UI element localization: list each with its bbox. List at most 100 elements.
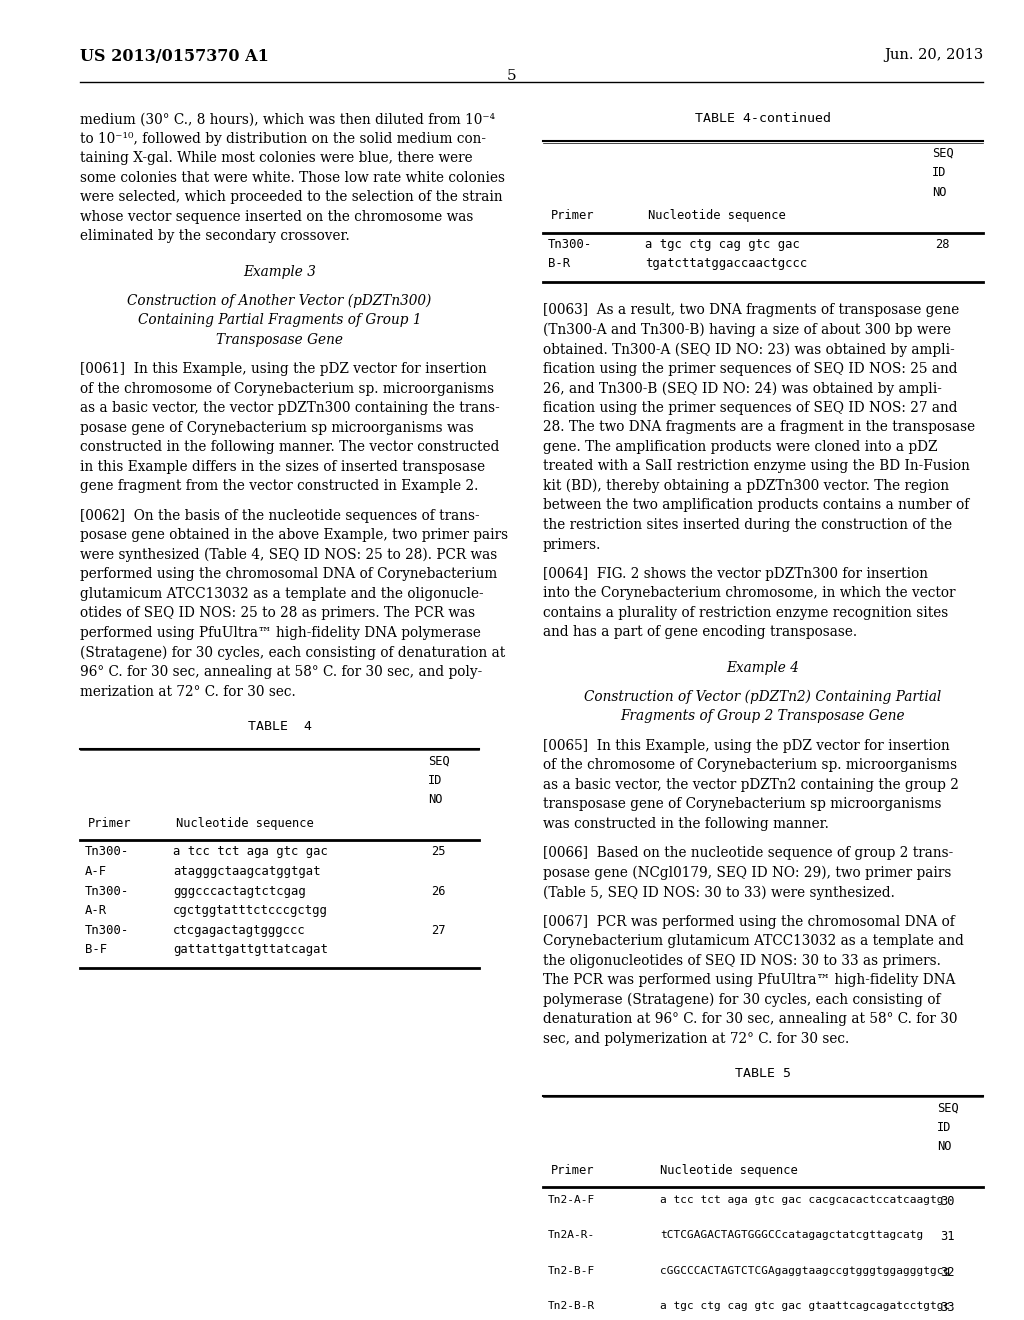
Text: Tn300-: Tn300- <box>85 884 129 898</box>
Text: treated with a SalI restriction enzyme using the BD In-Fusion: treated with a SalI restriction enzyme u… <box>543 459 970 474</box>
Text: constructed in the following manner. The vector constructed: constructed in the following manner. The… <box>80 441 500 454</box>
Text: Transposase Gene: Transposase Gene <box>216 333 343 347</box>
Text: ID: ID <box>937 1121 951 1134</box>
Text: (Tn300-A and Tn300-B) having a size of about 300 bp were: (Tn300-A and Tn300-B) having a size of a… <box>543 322 950 337</box>
Text: Construction of Another Vector (pDZTn300): Construction of Another Vector (pDZTn300… <box>127 294 432 309</box>
Text: tgatcttatggaccaactgccc: tgatcttatggaccaactgccc <box>645 257 807 271</box>
Text: cgctggtatttctcccgctgg: cgctggtatttctcccgctgg <box>173 904 328 917</box>
Text: cGGCCCACTAGTCTCGAgaggtaagccgtgggtggagggtgcg: cGGCCCACTAGTCTCGAgaggtaagccgtgggtggagggt… <box>660 1266 950 1275</box>
Text: polymerase (Stratagene) for 30 cycles, each consisting of: polymerase (Stratagene) for 30 cycles, e… <box>543 993 940 1007</box>
Text: 31: 31 <box>940 1230 954 1243</box>
Text: taining X-gal. While most colonies were blue, there were: taining X-gal. While most colonies were … <box>80 152 472 165</box>
Text: B-F: B-F <box>85 942 108 956</box>
Text: eliminated by the secondary crossover.: eliminated by the secondary crossover. <box>80 230 349 243</box>
Text: transposase gene of Corynebacterium sp microorganisms: transposase gene of Corynebacterium sp m… <box>543 797 941 812</box>
Text: obtained. Tn300-A (SEQ ID NO: 23) was obtained by ampli-: obtained. Tn300-A (SEQ ID NO: 23) was ob… <box>543 342 954 356</box>
Text: tCTCGAGACTAGTGGGCCcatagagctatcgttagcatg: tCTCGAGACTAGTGGGCCcatagagctatcgttagcatg <box>660 1230 924 1241</box>
Text: and has a part of gene encoding transposase.: and has a part of gene encoding transpos… <box>543 626 857 639</box>
Text: [0067]  PCR was performed using the chromosomal DNA of: [0067] PCR was performed using the chrom… <box>543 915 954 928</box>
Text: 26: 26 <box>431 884 445 898</box>
Text: whose vector sequence inserted on the chromosome was: whose vector sequence inserted on the ch… <box>80 210 473 224</box>
Text: a tgc ctg cag gtc gac gtaattcagcagatcctgtgc: a tgc ctg cag gtc gac gtaattcagcagatcctg… <box>660 1300 950 1311</box>
Text: Primer: Primer <box>551 209 594 222</box>
Text: Containing Partial Fragments of Group 1: Containing Partial Fragments of Group 1 <box>138 313 421 327</box>
Text: A-F: A-F <box>85 865 108 878</box>
Text: Example 3: Example 3 <box>243 264 316 279</box>
Text: primers.: primers. <box>543 537 601 552</box>
Text: TABLE 4-continued: TABLE 4-continued <box>695 112 830 125</box>
Text: Jun. 20, 2013: Jun. 20, 2013 <box>884 48 983 62</box>
Text: TABLE  4: TABLE 4 <box>248 719 311 733</box>
Text: contains a plurality of restriction enzyme recognition sites: contains a plurality of restriction enzy… <box>543 606 948 620</box>
Text: Example 4: Example 4 <box>726 660 800 675</box>
Text: between the two amplification products contains a number of: between the two amplification products c… <box>543 499 969 512</box>
Text: gggcccactagtctcgag: gggcccactagtctcgag <box>173 884 306 898</box>
Text: NO: NO <box>428 793 442 807</box>
Text: [0062]  On the basis of the nucleotide sequences of trans-: [0062] On the basis of the nucleotide se… <box>80 508 479 523</box>
Text: A-R: A-R <box>85 904 108 917</box>
Text: were selected, which proceeded to the selection of the strain: were selected, which proceeded to the se… <box>80 190 503 205</box>
Text: Tn2-A-F: Tn2-A-F <box>548 1196 595 1205</box>
Text: of the chromosome of Corynebacterium sp. microorganisms: of the chromosome of Corynebacterium sp.… <box>80 381 494 396</box>
Text: sec, and polymerization at 72° C. for 30 sec.: sec, and polymerization at 72° C. for 30… <box>543 1032 849 1045</box>
Text: the restriction sites inserted during the construction of the: the restriction sites inserted during th… <box>543 517 952 532</box>
Text: fication using the primer sequences of SEQ ID NOS: 27 and: fication using the primer sequences of S… <box>543 401 957 414</box>
Text: ID: ID <box>932 166 946 180</box>
Text: Tn300-: Tn300- <box>548 238 592 251</box>
Text: 25: 25 <box>431 845 445 858</box>
Text: performed using the chromosomal DNA of Corynebacterium: performed using the chromosomal DNA of C… <box>80 568 497 581</box>
Text: gene fragment from the vector constructed in Example 2.: gene fragment from the vector constructe… <box>80 479 478 494</box>
Text: [0063]  As a result, two DNA fragments of transposase gene: [0063] As a result, two DNA fragments of… <box>543 304 958 317</box>
Text: 33: 33 <box>940 1300 954 1313</box>
Text: 28: 28 <box>935 238 949 251</box>
Text: a tgc ctg cag gtc gac: a tgc ctg cag gtc gac <box>645 238 800 251</box>
Text: denaturation at 96° C. for 30 sec, annealing at 58° C. for 30: denaturation at 96° C. for 30 sec, annea… <box>543 1012 957 1026</box>
Text: 30: 30 <box>940 1196 954 1208</box>
Text: gattattgattgttatcagat: gattattgattgttatcagat <box>173 942 328 956</box>
Text: the oligonucleotides of SEQ ID NOS: 30 to 33 as primers.: the oligonucleotides of SEQ ID NOS: 30 t… <box>543 953 941 968</box>
Text: medium (30° C., 8 hours), which was then diluted from 10⁻⁴: medium (30° C., 8 hours), which was then… <box>80 112 495 127</box>
Text: performed using PfuUltra™ high-fidelity DNA polymerase: performed using PfuUltra™ high-fidelity … <box>80 626 480 640</box>
Text: [0061]  In this Example, using the pDZ vector for insertion: [0061] In this Example, using the pDZ ve… <box>80 362 486 376</box>
Text: to 10⁻¹⁰, followed by distribution on the solid medium con-: to 10⁻¹⁰, followed by distribution on th… <box>80 132 485 145</box>
Text: B-R: B-R <box>548 257 570 271</box>
Text: gene. The amplification products were cloned into a pDZ: gene. The amplification products were cl… <box>543 440 937 454</box>
Text: fication using the primer sequences of SEQ ID NOS: 25 and: fication using the primer sequences of S… <box>543 362 957 376</box>
Text: NO: NO <box>937 1140 951 1154</box>
Text: Corynebacterium glutamicum ATCC13032 as a template and: Corynebacterium glutamicum ATCC13032 as … <box>543 935 964 948</box>
Text: Nucleotide sequence: Nucleotide sequence <box>660 1164 799 1177</box>
Text: were synthesized (Table 4, SEQ ID NOS: 25 to 28). PCR was: were synthesized (Table 4, SEQ ID NOS: 2… <box>80 548 497 562</box>
Text: (Stratagene) for 30 cycles, each consisting of denaturation at: (Stratagene) for 30 cycles, each consist… <box>80 645 505 660</box>
Text: of the chromosome of Corynebacterium sp. microorganisms: of the chromosome of Corynebacterium sp.… <box>543 758 956 772</box>
Text: 5: 5 <box>507 69 517 83</box>
Text: Primer: Primer <box>88 817 131 830</box>
Text: otides of SEQ ID NOS: 25 to 28 as primers. The PCR was: otides of SEQ ID NOS: 25 to 28 as primer… <box>80 606 475 620</box>
Text: Tn300-: Tn300- <box>85 924 129 937</box>
Text: Nucleotide sequence: Nucleotide sequence <box>176 817 314 830</box>
Text: posase gene (NCgl0179, SEQ ID NO: 29), two primer pairs: posase gene (NCgl0179, SEQ ID NO: 29), t… <box>543 866 951 880</box>
Text: ID: ID <box>428 774 442 787</box>
Text: as a basic vector, the vector pDZTn300 containing the trans-: as a basic vector, the vector pDZTn300 c… <box>80 401 500 416</box>
Text: [0065]  In this Example, using the pDZ vector for insertion: [0065] In this Example, using the pDZ ve… <box>543 739 949 752</box>
Text: 28. The two DNA fragments are a fragment in the transposase: 28. The two DNA fragments are a fragment… <box>543 420 975 434</box>
Text: a tcc tct aga gtc gac: a tcc tct aga gtc gac <box>173 845 328 858</box>
Text: some colonies that were white. Those low rate white colonies: some colonies that were white. Those low… <box>80 170 505 185</box>
Text: merization at 72° C. for 30 sec.: merization at 72° C. for 30 sec. <box>80 685 296 698</box>
Text: SEQ: SEQ <box>932 147 953 160</box>
Text: SEQ: SEQ <box>428 754 450 767</box>
Text: kit (BD), thereby obtaining a pDZTn300 vector. The region: kit (BD), thereby obtaining a pDZTn300 v… <box>543 479 949 494</box>
Text: Fragments of Group 2 Transposase Gene: Fragments of Group 2 Transposase Gene <box>621 709 905 723</box>
Text: posase gene of Corynebacterium sp microorganisms was: posase gene of Corynebacterium sp microo… <box>80 421 474 434</box>
Text: Tn2A-R-: Tn2A-R- <box>548 1230 595 1241</box>
Text: TABLE 5: TABLE 5 <box>735 1067 791 1080</box>
Text: [0064]  FIG. 2 shows the vector pDZTn300 for insertion: [0064] FIG. 2 shows the vector pDZTn300 … <box>543 566 928 581</box>
Text: was constructed in the following manner.: was constructed in the following manner. <box>543 817 828 830</box>
Text: Tn300-: Tn300- <box>85 845 129 858</box>
Text: as a basic vector, the vector pDZTn2 containing the group 2: as a basic vector, the vector pDZTn2 con… <box>543 777 958 792</box>
Text: Construction of Vector (pDZTn2) Containing Partial: Construction of Vector (pDZTn2) Containi… <box>585 690 941 705</box>
Text: a tcc tct aga gtc gac cacgcacactccatcaagtg: a tcc tct aga gtc gac cacgcacactccatcaag… <box>660 1196 944 1205</box>
Text: Tn2-B-F: Tn2-B-F <box>548 1266 595 1275</box>
Text: into the Corynebacterium chromosome, in which the vector: into the Corynebacterium chromosome, in … <box>543 586 955 601</box>
Text: 96° C. for 30 sec, annealing at 58° C. for 30 sec, and poly-: 96° C. for 30 sec, annealing at 58° C. f… <box>80 665 482 678</box>
Text: NO: NO <box>932 186 946 198</box>
